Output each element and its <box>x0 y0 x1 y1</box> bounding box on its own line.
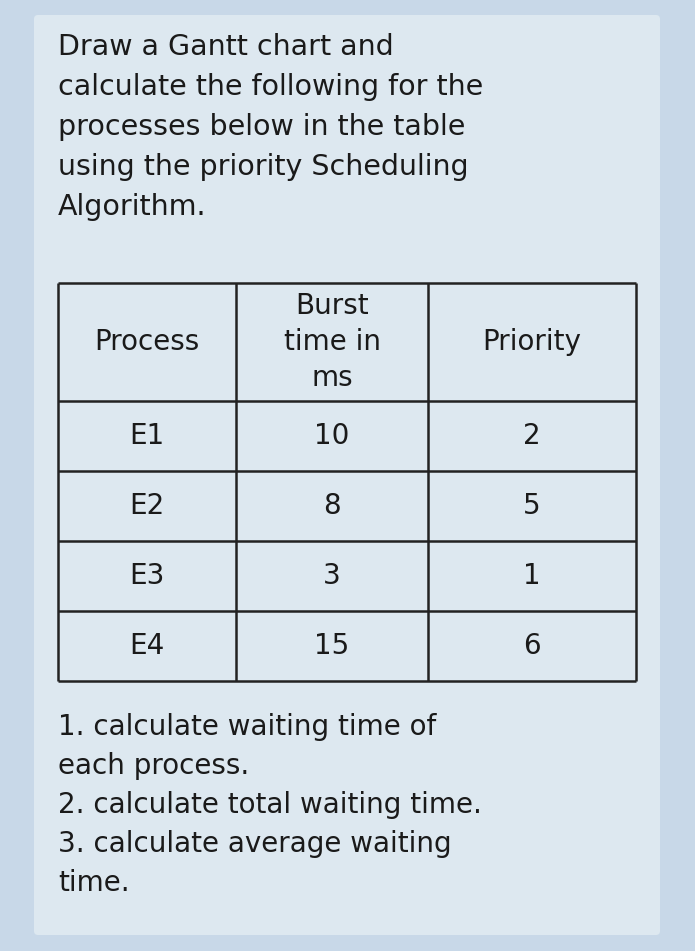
Text: E2: E2 <box>129 492 165 520</box>
Text: E4: E4 <box>129 632 165 660</box>
Text: 2: 2 <box>523 422 541 450</box>
FancyBboxPatch shape <box>34 15 660 935</box>
Text: Burst
time in
ms: Burst time in ms <box>284 292 380 392</box>
Text: 5: 5 <box>523 492 541 520</box>
Text: E3: E3 <box>129 562 165 590</box>
Text: Priority: Priority <box>482 328 582 356</box>
Text: E1: E1 <box>129 422 165 450</box>
Text: 1. calculate waiting time of
each process.
2. calculate total waiting time.
3. c: 1. calculate waiting time of each proces… <box>58 713 482 897</box>
Text: 8: 8 <box>323 492 341 520</box>
Text: 6: 6 <box>523 632 541 660</box>
Text: 3: 3 <box>323 562 341 590</box>
Text: Draw a Gantt chart and
calculate the following for the
processes below in the ta: Draw a Gantt chart and calculate the fol… <box>58 33 483 222</box>
Text: Process: Process <box>95 328 199 356</box>
Text: 15: 15 <box>314 632 350 660</box>
Text: 1: 1 <box>523 562 541 590</box>
Text: 10: 10 <box>314 422 350 450</box>
